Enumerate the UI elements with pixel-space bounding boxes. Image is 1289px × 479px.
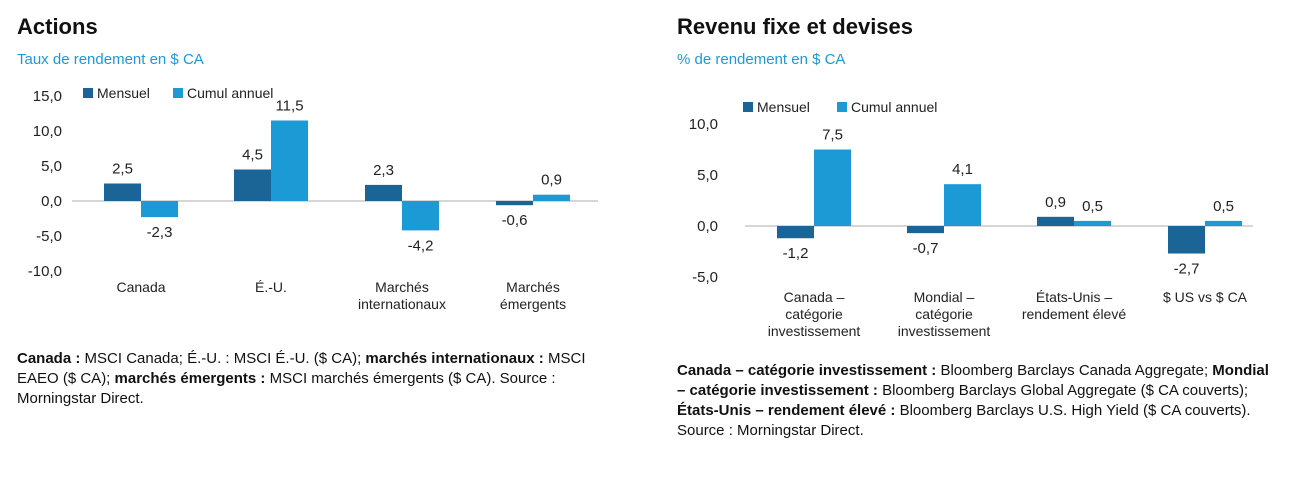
footnote-run: MSCI EAEO ($ CA); <box>17 350 586 387</box>
fixed-income-title: Revenu fixe et devises <box>677 14 914 39</box>
fixed-income-subtitle: % de rendement en $ CA <box>677 51 846 68</box>
data-label: -0,6 <box>502 212 528 229</box>
fixed-income-panel: Revenu fixe et devises % de rendement en… <box>660 0 1289 479</box>
equities-title: Actions <box>17 14 98 39</box>
footnote-run: marchés internationaux : <box>365 350 544 367</box>
footnote-run: Bloomberg Barclays Canada Aggregate; <box>936 362 1213 379</box>
category-label: Mondial – <box>914 289 975 305</box>
category-label: investissement <box>898 323 991 339</box>
y-tick-label: 0,0 <box>41 193 62 210</box>
footnote-run: Canada : <box>17 350 81 367</box>
equities-subtitle: Taux de rendement en $ CA <box>17 51 204 68</box>
data-label: -2,7 <box>1174 261 1200 278</box>
category-label: Marchés <box>506 279 560 295</box>
y-tick-label: 10,0 <box>689 116 718 133</box>
y-tick-label: 5,0 <box>697 167 718 184</box>
category-label: rendement élevé <box>1022 306 1127 322</box>
bar-ytd <box>141 201 178 218</box>
data-label: 7,5 <box>822 127 843 144</box>
category-label: États-Unis – <box>1036 289 1112 305</box>
category-label: catégorie <box>915 306 973 322</box>
bar-ytd <box>402 201 439 231</box>
bar-monthly <box>365 184 402 201</box>
y-tick-label: -10,0 <box>28 263 62 280</box>
bar-ytd <box>1205 220 1242 226</box>
bar-ytd <box>814 149 851 226</box>
y-tick-label: -5,0 <box>692 269 718 286</box>
category-label: Canada <box>116 279 165 295</box>
y-tick-label: 10,0 <box>33 123 62 140</box>
footnote-run: Bloomberg Barclays U.S. High Yield ($ CA… <box>677 402 1251 439</box>
footnote-run: Canada – catégorie investissement : <box>677 362 937 379</box>
category-label: $ US vs $ CA <box>1163 289 1248 305</box>
bar-monthly <box>777 226 814 239</box>
footnote-run: MSCI Canada; É.-U. : MSCI É.-U. ($ CA); <box>80 350 366 367</box>
category-label: émergents <box>500 296 566 312</box>
data-label: 4,1 <box>952 161 973 178</box>
category-label: investissement <box>768 323 861 339</box>
category-label: internationaux <box>358 296 446 312</box>
bar-monthly <box>1037 216 1074 226</box>
legend-swatch-monthly <box>83 88 93 98</box>
bar-ytd <box>1074 220 1111 226</box>
footnote-run: États-Unis – rendement élevé : <box>677 402 896 419</box>
category-label: Marchés <box>375 279 429 295</box>
footnote-run: Bloomberg Barclays Global Aggregate ($ C… <box>877 382 1249 399</box>
bar-monthly <box>1168 226 1205 254</box>
bar-ytd <box>271 120 308 201</box>
y-tick-label: 0,0 <box>697 218 718 235</box>
data-label: -4,2 <box>408 237 434 254</box>
y-tick-label: -5,0 <box>36 228 62 245</box>
legend-label-ytd: Cumul annuel <box>187 85 273 101</box>
fixed-income-footnote: Canada – catégorie investissement : Bloo… <box>677 361 1277 441</box>
equities-panel: Actions Taux de rendement en $ CA 15,0 10… <box>0 0 640 479</box>
footnote-run: MSCI marchés émergents ($ CA). Source : … <box>17 370 556 407</box>
data-label: -1,2 <box>783 245 809 262</box>
data-label: 2,5 <box>112 161 133 178</box>
data-label: 11,5 <box>275 98 303 115</box>
category-label: É.-U. <box>255 279 287 295</box>
bar-monthly <box>234 169 271 201</box>
data-label: 0,5 <box>1082 198 1103 215</box>
legend-label-ytd: Cumul annuel <box>851 99 937 115</box>
footnote-run: marchés émergents : <box>114 370 266 387</box>
data-label: 4,5 <box>242 147 263 164</box>
legend-swatch-ytd <box>173 88 183 98</box>
data-label: 0,9 <box>1045 194 1066 211</box>
legend-label-monthly: Mensuel <box>97 85 150 101</box>
data-label: 2,3 <box>373 162 394 179</box>
bar-monthly <box>496 201 533 206</box>
category-label: Canada – <box>784 289 845 305</box>
bar-ytd <box>944 184 981 226</box>
bar-monthly <box>907 226 944 234</box>
bar-ytd <box>533 194 570 201</box>
category-label: catégorie <box>785 306 843 322</box>
y-tick-label: 15,0 <box>33 88 62 105</box>
y-tick-label: 5,0 <box>41 158 62 175</box>
equities-chart: 15,0 10,0 5,0 0,0 -5,0 -10,0 2,5 -2,3 Canada 4,5 1… <box>28 85 598 312</box>
bar-monthly <box>104 183 141 201</box>
footnote-run: Mondial – catégorie investissement : <box>677 362 1269 399</box>
legend-swatch-monthly <box>743 102 753 112</box>
data-label: -2,3 <box>147 224 173 241</box>
data-label: 0,5 <box>1213 198 1234 215</box>
legend-swatch-ytd <box>837 102 847 112</box>
legend-label-monthly: Mensuel <box>757 99 810 115</box>
equities-footnote: Canada : MSCI Canada; É.-U. : MSCI É.-U.… <box>17 349 617 409</box>
data-label: 0,9 <box>541 172 562 189</box>
data-label: -0,7 <box>913 240 939 257</box>
